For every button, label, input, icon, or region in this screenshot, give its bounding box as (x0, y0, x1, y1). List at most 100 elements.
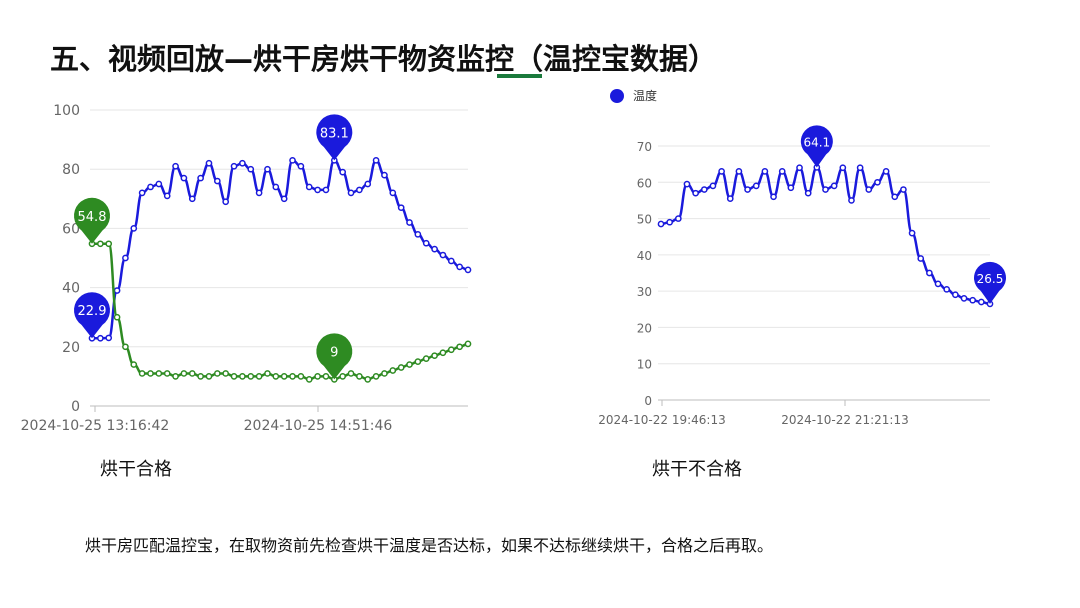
right-chart-value-label: 26.5 (977, 272, 1004, 286)
left-chart-data-point (364, 376, 372, 383)
title-underline (497, 74, 542, 78)
right-chart-data-point (874, 178, 881, 186)
left-chart-data-point (188, 195, 196, 203)
right-chart-data-point (960, 295, 968, 302)
left-chart-data-point (138, 370, 146, 377)
left-chart-data-point (397, 204, 405, 212)
left-chart-data-point (163, 370, 171, 377)
right-chart-data-point (822, 186, 829, 193)
right-chart-data-point (865, 186, 873, 193)
left-chart-data-point (422, 239, 430, 247)
right-chart-data-point (926, 269, 933, 277)
left-chart-data-point (272, 373, 280, 380)
right-chart-data-point (735, 168, 743, 175)
left-chart-data-point (289, 373, 296, 380)
left-chart-ytick-label: 40 (62, 281, 80, 297)
right-chart-legend-label: 温度 (633, 88, 657, 103)
right-chart-data-point (977, 298, 985, 306)
left-chart-data-point (213, 370, 221, 377)
left-chart-data-point (247, 373, 255, 380)
left-chart-data-point (297, 162, 305, 170)
right-chart-ytick-label: 50 (637, 213, 652, 227)
left-chart-data-point (389, 367, 397, 374)
right-chart-value-pin (974, 261, 1006, 304)
right-chart-data-point (778, 168, 786, 175)
left-chart-data-point (197, 373, 204, 380)
left-chart-value-pin (74, 292, 110, 339)
left-chart-data-point (247, 165, 255, 173)
left-chart-data-point (255, 189, 263, 197)
left-chart-data-point (280, 195, 288, 203)
left-chart-data-point (314, 373, 321, 380)
right-chart-data-point (934, 280, 942, 288)
caption-drying-pass: 烘干合格 (100, 459, 172, 480)
left-chart-data-point (431, 352, 438, 360)
left-chart-data-point (456, 343, 463, 351)
left-chart-data-point (239, 373, 246, 380)
right-chart-ytick-label: 30 (637, 285, 652, 299)
left-chart-value-label: 9 (330, 345, 338, 360)
left-chart-data-point (130, 225, 138, 232)
left-chart-data-point (230, 373, 238, 380)
left-chart-data-point (172, 373, 179, 380)
left-chart-data-point (397, 364, 405, 371)
right-chart-data-point (692, 189, 699, 197)
right-chart-data-point (917, 255, 925, 262)
right-chart-data-point (709, 182, 717, 190)
left-chart-data-point (113, 313, 121, 321)
left-chart-data-point (155, 370, 163, 377)
right-chart-ytick-label: 70 (637, 140, 652, 154)
left-chart-xtick-label: 2024-10-25 14:51:46 (244, 418, 393, 434)
right-chart-ytick-label: 40 (637, 249, 652, 263)
right-chart-data-point (900, 186, 907, 193)
left-chart-value-pin (316, 333, 353, 380)
left-chart-data-point (297, 373, 305, 380)
left-chart-series-line-0 (92, 159, 469, 340)
right-chart-data-point (787, 184, 795, 192)
left-chart-data-point (372, 373, 380, 380)
right-chart-ytick-label: 20 (637, 321, 652, 335)
left-chart-data-point (138, 189, 146, 197)
right-chart-data-point (943, 285, 951, 293)
left-chart-value-label: 83.1 (320, 126, 349, 141)
right-chart-ytick-label: 0 (644, 394, 652, 408)
left-chart-data-point (239, 159, 246, 167)
left-chart-data-point (322, 186, 330, 194)
right-chart-xtick-label: 2024-10-22 19:46:13 (598, 413, 725, 427)
right-chart-ytick-label: 10 (637, 358, 652, 372)
left-chart-data-point (364, 180, 372, 188)
right-chart-data-point (744, 186, 751, 193)
left-chart-data-point (155, 180, 163, 188)
left-chart-data-point (447, 257, 455, 265)
left-chart-data-point (372, 156, 380, 164)
left-chart-data-point (222, 198, 230, 206)
left-chart-data-point (255, 373, 263, 380)
left-chart-data-point (272, 183, 280, 191)
right-chart-data-point (752, 182, 760, 190)
left-chart-data-point (356, 186, 363, 194)
left-chart-data-point (172, 162, 179, 170)
left-chart-data-point (439, 251, 447, 259)
right-chart-xtick-label: 2024-10-22 21:21:13 (781, 413, 908, 427)
left-chart-ytick-label: 0 (71, 399, 80, 415)
left-chart-data-point (205, 373, 213, 380)
right-chart-data-point (969, 296, 977, 304)
left-chart-data-point (431, 245, 438, 253)
right-chart-data-point (804, 189, 812, 197)
left-chart-data-point (414, 230, 422, 238)
left-chart-data-point (406, 219, 413, 226)
left-chart-data-point (456, 263, 463, 271)
left-chart-data-point (289, 156, 296, 164)
right-chart-data-point (952, 291, 959, 299)
left-chart-ytick-label: 20 (62, 340, 80, 356)
left-chart-data-point (97, 240, 104, 248)
left-chart-data-point (339, 373, 347, 380)
right-chart-value-pin (800, 125, 833, 168)
left-chart-data-point (213, 177, 221, 185)
left-chart-data-point (347, 370, 355, 377)
left-chart-data-point (414, 358, 422, 365)
left-chart-value-label: 54.8 (78, 210, 107, 225)
right-chart-data-point (856, 164, 864, 172)
right-chart-data-point (666, 218, 674, 226)
